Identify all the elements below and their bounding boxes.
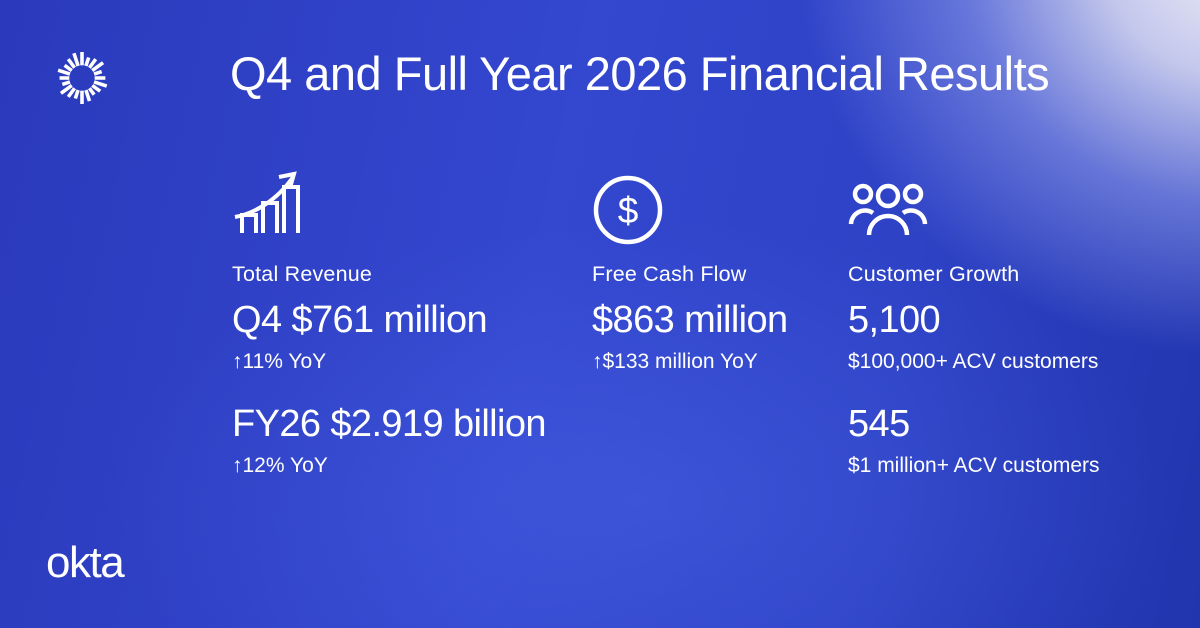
metric-value: $863 million (592, 299, 788, 341)
metric-change: ↑11% YoY (232, 349, 327, 373)
metric-value: 5,100 (848, 299, 941, 341)
metric-change: ↑12% YoY (232, 453, 328, 477)
dollar-circle-icon: $ (592, 168, 842, 262)
metric-change: ↑$133 million YoY (592, 349, 758, 373)
okta-wordmark: okta (46, 538, 125, 587)
metric-free-cash-flow: $ Free Cash Flow $863 million ↑$133 mill… (592, 168, 842, 374)
okta-sunburst-logo (52, 48, 112, 108)
metric-label: Customer Growth (848, 262, 1020, 286)
metric-value: FY26 $2.919 billion (232, 402, 547, 445)
metric-label: Total Revenue (232, 262, 373, 286)
metric-change: $100,000+ ACV customers (848, 349, 1099, 373)
metric-change: $1 million+ ACV customers (848, 453, 1100, 477)
metric-total-revenue: Total Revenue Q4 $761 million ↑11% YoY F… (232, 168, 572, 478)
svg-text:$: $ (618, 190, 639, 231)
bar-chart-growth-icon (232, 168, 572, 262)
metric-value: Q4 $761 million (232, 299, 488, 341)
metric-customer-growth: Customer Growth 5,100 $100,000+ ACV cust… (848, 168, 1178, 478)
metric-label: Free Cash Flow (592, 262, 747, 286)
metric-value: 545 (848, 402, 910, 445)
page-title: Q4 and Full Year 2026 Financial Results (230, 47, 1050, 100)
people-icon (848, 168, 1178, 262)
